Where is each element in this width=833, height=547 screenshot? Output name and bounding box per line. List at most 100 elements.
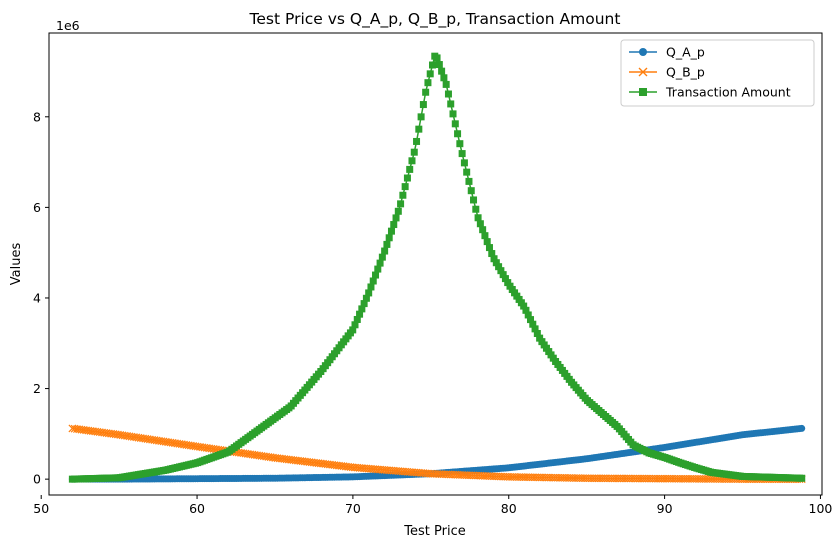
y-tick-label: 6 — [33, 200, 41, 215]
legend-label: Q_B_p — [666, 65, 705, 80]
data-point — [529, 320, 537, 328]
data-point — [385, 234, 393, 242]
data-point — [499, 271, 507, 279]
data-point — [351, 321, 359, 329]
data-point — [433, 54, 441, 62]
x-tick-label: 90 — [657, 501, 673, 516]
y-axis-offset-label: 1e6 — [56, 18, 80, 33]
legend-item: Transaction Amount — [629, 85, 791, 100]
data-point — [397, 200, 405, 208]
data-point — [415, 125, 423, 133]
data-point — [458, 150, 466, 158]
data-point — [798, 474, 806, 482]
data-point — [492, 259, 500, 267]
data-point — [394, 207, 402, 215]
y-tick-label: 2 — [33, 381, 41, 396]
x-tick-label: 50 — [33, 501, 49, 516]
data-point — [406, 165, 414, 173]
data-point — [426, 70, 434, 78]
x-axis-label: Test Price — [403, 524, 465, 539]
data-point — [362, 294, 370, 302]
data-point — [465, 177, 473, 185]
data-point — [428, 61, 436, 69]
series-2 — [68, 52, 806, 483]
y-tick-label: 0 — [33, 472, 41, 487]
data-point — [376, 259, 384, 267]
data-point — [533, 330, 541, 338]
data-point — [527, 316, 535, 324]
data-point — [495, 263, 503, 271]
data-point — [408, 157, 416, 165]
data-point — [410, 148, 418, 156]
plot-area — [48, 32, 823, 496]
data-point — [403, 174, 411, 182]
data-point — [454, 130, 462, 138]
data-point — [524, 311, 532, 319]
x-tick-label: 80 — [501, 501, 517, 516]
data-point — [476, 220, 484, 228]
data-point — [470, 196, 478, 204]
y-axis: 0 2 4 6 8 — [33, 109, 49, 487]
legend-box — [620, 39, 815, 107]
data-point — [449, 110, 457, 118]
data-point — [390, 221, 398, 229]
data-point — [378, 253, 386, 261]
y-tick-label: 4 — [33, 290, 41, 305]
series-layer — [68, 52, 806, 484]
data-point — [467, 187, 475, 195]
legend-marker — [639, 48, 647, 56]
data-point — [419, 101, 427, 109]
data-point — [356, 310, 364, 318]
x-tick-label: 60 — [189, 501, 205, 516]
data-point — [472, 205, 480, 213]
data-point — [381, 247, 389, 255]
data-point — [422, 88, 430, 96]
data-point — [456, 140, 464, 148]
data-point — [387, 227, 395, 235]
data-point — [440, 74, 448, 82]
data-point — [358, 305, 366, 313]
data-point — [417, 113, 425, 121]
data-point — [392, 214, 400, 222]
data-point — [353, 315, 361, 323]
data-point — [372, 271, 380, 279]
data-point — [474, 214, 482, 222]
data-point — [798, 424, 806, 432]
data-point — [442, 80, 450, 88]
data-point — [531, 325, 539, 333]
legend: Q_A_p Q_B_p Transaction Amount — [620, 39, 815, 107]
legend-marker — [638, 67, 648, 77]
x-tick-label: 70 — [345, 501, 361, 516]
data-point — [365, 289, 373, 297]
data-point — [447, 100, 455, 108]
data-point — [485, 244, 493, 252]
data-point — [479, 226, 487, 234]
data-point — [483, 238, 491, 246]
chart-title: Test Price vs Q_A_p, Q_B_p, Transaction … — [249, 10, 621, 29]
data-point — [488, 250, 496, 258]
data-point — [451, 120, 459, 128]
data-point — [367, 283, 375, 291]
data-point — [360, 300, 368, 308]
data-point — [401, 183, 409, 191]
data-point — [438, 67, 446, 75]
legend-item: Q_A_p — [629, 45, 705, 60]
data-point — [399, 191, 407, 199]
data-point — [490, 255, 498, 263]
data-point — [349, 326, 357, 334]
data-point — [413, 137, 421, 145]
data-point — [435, 61, 443, 69]
data-point — [501, 275, 509, 283]
data-point — [424, 79, 432, 87]
data-point — [520, 302, 528, 310]
data-point — [481, 232, 489, 240]
legend-label: Transaction Amount — [665, 85, 791, 100]
y-tick-label: 8 — [33, 109, 41, 124]
data-point — [522, 306, 530, 314]
data-point — [383, 240, 391, 248]
legend-item: Q_B_p — [629, 65, 705, 80]
data-point — [444, 90, 452, 98]
data-point — [460, 159, 468, 167]
data-point — [374, 265, 382, 273]
